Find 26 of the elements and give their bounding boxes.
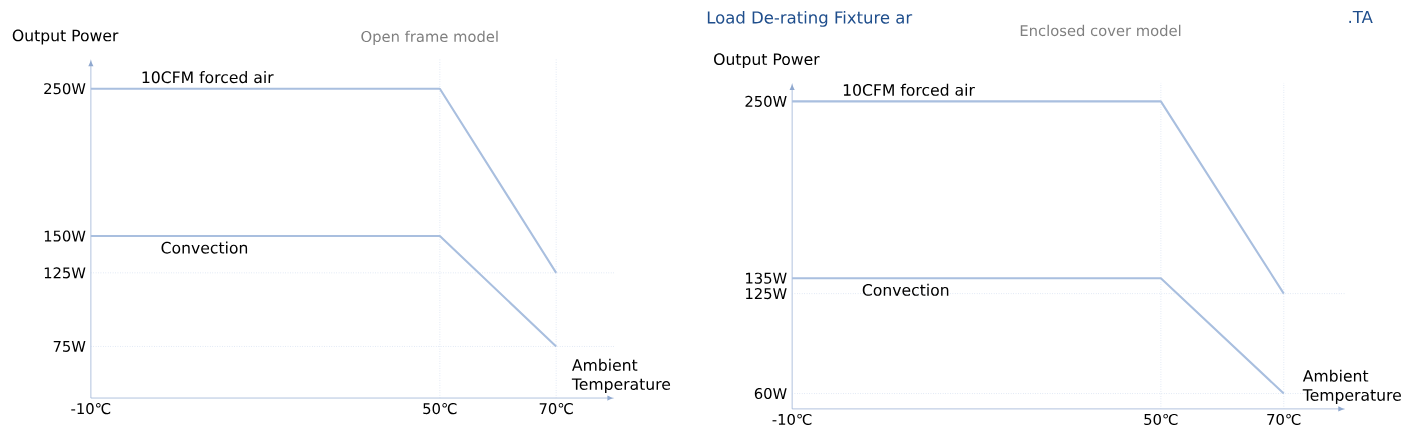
y-tick-label: 75W: [53, 341, 86, 353]
x-tick-label: 70℃: [1267, 414, 1301, 426]
chart-subtitle: Open frame model: [361, 30, 498, 46]
y-tick-label: 250W: [745, 96, 787, 108]
text: .TA: [1349, 11, 1373, 24]
chart-subtitle: Enclosed cover model: [1020, 24, 1181, 37]
series-label: Convection: [161, 241, 248, 254]
y-tick-label: 125W: [746, 288, 787, 300]
y-axis-title: Output Power: [12, 29, 119, 45]
y-tick-label: 125W: [44, 267, 86, 279]
series-label: 10CFM forced air: [843, 84, 975, 97]
series-label: 10CFM forced air: [142, 71, 274, 84]
x-tick-label: -10℃: [71, 403, 111, 415]
x-tick-label: 50℃: [1144, 414, 1178, 426]
series-label: Convection: [862, 284, 949, 297]
x-tick-label: 70℃: [539, 403, 573, 415]
y-tick-label: 60W: [754, 388, 787, 400]
y-tick-label: 135W: [746, 272, 787, 285]
y-axis-title: Output Power: [714, 53, 820, 69]
y-tick-label: 250W: [44, 83, 86, 95]
x-tick-label: 50℃: [423, 403, 457, 415]
chart-title: Load De-rating Fixture ar: [707, 11, 913, 28]
x-axis-title: Ambient Temperature: [571, 359, 671, 394]
x-tick-label: -10℃: [772, 414, 812, 426]
x-axis-title: Ambient Temperature: [1302, 369, 1401, 405]
y-tick-label: 150W: [44, 230, 86, 242]
